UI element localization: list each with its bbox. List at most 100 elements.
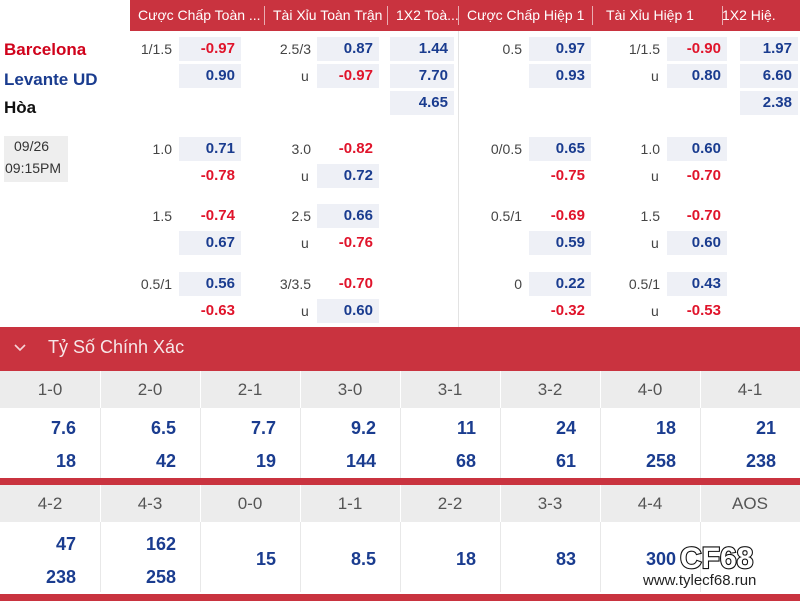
score-label: 4-2 xyxy=(37,494,63,513)
chevron-down-icon[interactable] xyxy=(12,339,32,359)
h1-ou-under-odd[interactable]: 0.80 xyxy=(667,64,727,88)
score-odd[interactable]: 300 xyxy=(645,549,676,569)
score-odd[interactable]: 144 xyxy=(345,451,376,471)
h1-hdp-home-odd[interactable]: -0.69 xyxy=(550,207,585,224)
h1-hdp-away-odd[interactable]: -0.32 xyxy=(550,302,585,319)
score-odd[interactable]: 9.2 xyxy=(350,418,376,438)
x12-home-odd[interactable]: 1.44 xyxy=(390,37,454,61)
score-odd[interactable]: 6.5 xyxy=(150,418,176,438)
h1-hdp-home-odd[interactable]: 0.65 xyxy=(529,137,591,161)
score-odd[interactable]: 7.6 xyxy=(50,418,76,438)
hdp-away-odd[interactable]: -0.63 xyxy=(200,302,235,319)
ou-over-odd[interactable]: 0.87 xyxy=(317,37,379,61)
score-odd[interactable]: 61 xyxy=(555,451,576,471)
score-odd[interactable]: 15 xyxy=(255,549,276,569)
hdp-line: 0.5/1 xyxy=(140,276,172,292)
score-label: 4-1 xyxy=(737,380,763,399)
score-odd[interactable]: 238 xyxy=(745,451,776,471)
hdp-home-odd[interactable]: 0.56 xyxy=(179,272,241,296)
score-odd[interactable]: 21 xyxy=(755,418,776,438)
score-odd[interactable]: 42 xyxy=(155,451,176,471)
correct-score-title: Tỷ Số Chính Xác xyxy=(48,337,185,357)
hdp-away-odd[interactable]: 0.67 xyxy=(179,231,241,255)
score-odd[interactable]: 18 xyxy=(655,418,676,438)
cf68-logo-text: CF68 xyxy=(680,542,753,574)
ou-over-odd[interactable]: -0.82 xyxy=(338,140,373,157)
x12-draw-odd[interactable]: 4.65 xyxy=(390,91,454,115)
score-odd[interactable]: 238 xyxy=(45,567,76,587)
cell-divider xyxy=(500,485,501,522)
col-header-hdp-h1[interactable]: Cược Chấp Hiệp 1 xyxy=(459,0,591,31)
h1-hdp-away-odd[interactable]: -0.75 xyxy=(550,167,585,184)
h1-hdp-home-odd[interactable]: 0.97 xyxy=(529,37,591,61)
score-odd[interactable]: 18 xyxy=(55,451,76,471)
h1-ou-under-odd[interactable]: 0.60 xyxy=(667,231,727,255)
ou-under-odd[interactable]: -0.76 xyxy=(338,234,373,251)
match-time: 09:15PM xyxy=(5,160,62,176)
score-odd[interactable]: 162 xyxy=(145,534,176,554)
col-header-label: 1X2 Toà... xyxy=(396,7,459,23)
cell-divider xyxy=(700,371,701,408)
score-label: 0-0 xyxy=(237,494,263,513)
odds-header-bar: Cược Chấp Toàn ... Tài Xỉu Toàn Trận 1X2… xyxy=(0,0,800,31)
away-team-name[interactable]: Levante UD xyxy=(4,70,98,89)
hdp-line: 1/1.5 xyxy=(140,41,172,57)
h1-hdp-home-odd[interactable]: 0.22 xyxy=(529,272,591,296)
ou-over-odd[interactable]: 0.66 xyxy=(317,204,379,228)
ou-line: 3/3.5 xyxy=(279,276,311,292)
col-header-1x2-ft[interactable]: 1X2 Toà... xyxy=(388,0,460,31)
score-label: 3-1 xyxy=(437,380,463,399)
col-header-1x2-h1[interactable]: 1X2 Hiệ. xyxy=(714,0,800,31)
score-label: 2-1 xyxy=(237,380,263,399)
cell-divider xyxy=(100,485,101,522)
score-odd[interactable]: 258 xyxy=(145,567,176,587)
score-odd[interactable]: 19 xyxy=(255,451,276,471)
score-row2-values: 47 238 162 258 15 8.5 18 83 300 xyxy=(0,522,800,594)
col-header-ou-h1[interactable]: Tài Xỉu Hiệp 1 xyxy=(598,0,724,31)
score-odd[interactable]: 11 xyxy=(456,418,476,438)
col-header-label: Cược Chấp Hiệp 1 xyxy=(467,7,585,23)
score-odd[interactable]: 24 xyxy=(555,418,576,438)
score-odd[interactable]: 7.7 xyxy=(250,418,276,438)
h1-ou-under-odd[interactable]: -0.53 xyxy=(686,302,721,319)
h1-x12-draw-odd[interactable]: 2.38 xyxy=(740,91,798,115)
x12-away-odd[interactable]: 7.70 xyxy=(390,64,454,88)
match-date: 09/26 xyxy=(14,138,50,154)
hdp-away-odd[interactable]: 0.90 xyxy=(179,64,241,88)
score-odd[interactable]: 47 xyxy=(55,534,76,554)
h1-ou-over-odd[interactable]: 0.60 xyxy=(667,137,727,161)
h1-ou-over-odd[interactable]: -0.90 xyxy=(667,37,727,61)
hdp-away-odd[interactable]: -0.78 xyxy=(200,167,235,184)
score-odd[interactable]: 68 xyxy=(455,451,476,471)
score-odd[interactable]: 83 xyxy=(555,549,576,569)
h1-ou-under-odd[interactable]: -0.70 xyxy=(686,167,721,184)
h1-x12-home-odd[interactable]: 1.97 xyxy=(740,37,798,61)
h1-hdp-line: 0/0.5 xyxy=(490,141,522,157)
home-team-name[interactable]: Barcelona xyxy=(4,40,87,59)
h1-hdp-away-odd[interactable]: 0.93 xyxy=(529,64,591,88)
col-header-label: 1X2 Hiệ. xyxy=(722,7,776,23)
col-header-hdp-ft[interactable]: Cược Chấp Toàn ... xyxy=(130,0,260,31)
under-label: u xyxy=(301,235,309,251)
ou-under-odd[interactable]: 0.60 xyxy=(317,299,379,323)
cell-divider xyxy=(700,522,701,592)
hdp-home-odd[interactable]: -0.74 xyxy=(200,207,235,224)
h1-hdp-away-odd[interactable]: 0.59 xyxy=(529,231,591,255)
score-odd[interactable]: 8.5 xyxy=(350,549,376,569)
ou-under-odd[interactable]: -0.97 xyxy=(317,64,379,88)
h1-x12-away-odd[interactable]: 6.60 xyxy=(740,64,798,88)
correct-score-header[interactable]: Tỷ Số Chính Xác xyxy=(0,327,800,371)
h1-ou-over-odd[interactable]: -0.70 xyxy=(686,207,721,224)
h1-ou-over-odd[interactable]: 0.43 xyxy=(667,272,727,296)
ou-under-odd[interactable]: 0.72 xyxy=(317,164,379,188)
header-divider xyxy=(264,6,265,25)
score-odd[interactable]: 258 xyxy=(645,451,676,471)
score-row1-header: 1-0 2-0 2-1 3-0 3-1 3-2 4-0 4-1 xyxy=(0,371,800,408)
hdp-home-odd[interactable]: 0.71 xyxy=(179,137,241,161)
h1-hdp-line: 0.5 xyxy=(502,41,522,57)
col-header-ou-ft[interactable]: Tài Xỉu Toàn Trận xyxy=(265,0,390,31)
hdp-home-odd[interactable]: -0.97 xyxy=(179,37,241,61)
ou-over-odd[interactable]: -0.70 xyxy=(338,275,373,292)
h1-ou-line: 1.5 xyxy=(640,208,660,224)
score-odd[interactable]: 18 xyxy=(455,549,476,569)
